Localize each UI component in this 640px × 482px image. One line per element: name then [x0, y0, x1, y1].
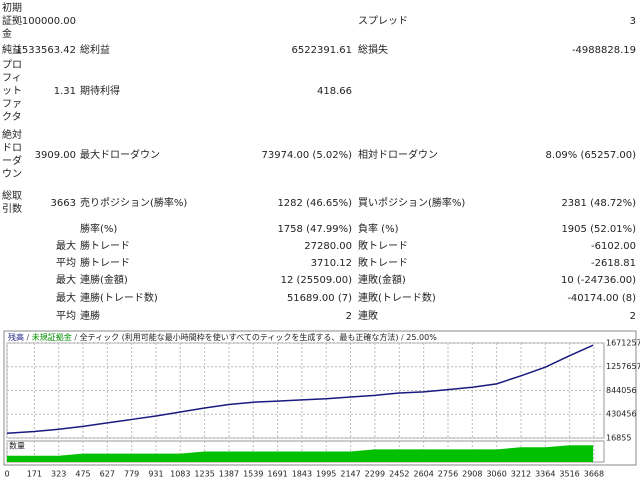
label: 連敗(トレード数): [358, 293, 436, 304]
label: 絶対ドローダウン: [2, 130, 22, 180]
x-tick-label: 475: [75, 470, 90, 479]
x-tick-label: 1539: [243, 470, 263, 479]
value: 2: [629, 311, 636, 322]
label: 連敗: [358, 311, 378, 322]
value: 3: [629, 15, 636, 27]
value: 最大: [56, 275, 76, 286]
label: 負率 (%): [358, 224, 399, 235]
x-tick-label: 3516: [559, 470, 579, 479]
quality-label: 25.00%: [406, 333, 437, 342]
x-tick-label: 3060: [486, 470, 506, 479]
value: 2381 (48.72%): [561, 197, 636, 209]
x-tick-label: 1235: [194, 470, 214, 479]
model-label: 全ティック (利用可能な最小時間枠を使いすべてのティックを生成する、最も正確な方…: [80, 332, 399, 342]
x-tick-label: 779: [124, 470, 139, 479]
x-tick-label: 3668: [584, 470, 604, 479]
x-tick-label: 1843: [292, 470, 312, 479]
value: 418.66: [317, 85, 352, 97]
x-tick-label: 0: [4, 470, 9, 479]
value: -4988828.19: [571, 44, 636, 56]
value: 100000.00: [21, 15, 76, 27]
x-tick-label: 1691: [267, 470, 287, 479]
chart: 16855 430456 844056 1257657 1671257 0 171 323 47…: [3, 330, 640, 479]
value: 最大: [56, 241, 76, 252]
value: -2618.81: [591, 258, 636, 269]
legend-entry: 未規証拠金: [32, 332, 72, 342]
x-tick-label: 2908: [462, 470, 482, 479]
label: 期待利得: [80, 85, 120, 97]
separator: /: [399, 333, 407, 342]
y-tick-label: 430456: [606, 410, 637, 419]
value: 3909.00: [34, 149, 76, 161]
x-tick-label: 2756: [438, 470, 458, 479]
value: 73974.00 (5.02%): [261, 149, 352, 161]
label: 純益: [2, 44, 22, 56]
balance-line: [6, 344, 594, 434]
value: 3663: [50, 197, 76, 209]
y-tick-label: 16855: [606, 434, 631, 443]
label: 連敗(金額): [358, 275, 406, 286]
volume-label: 数量: [9, 441, 25, 451]
value: 6522391.61: [291, 44, 352, 56]
x-tick-label: 931: [148, 470, 163, 479]
x-tick-label: 2452: [389, 470, 409, 479]
label: 最大ドローダウン: [80, 149, 160, 161]
label: 敗トレード: [358, 241, 408, 252]
value: 平均: [56, 258, 76, 269]
value: -6102.00: [591, 241, 636, 252]
label: 総利益: [80, 44, 110, 56]
y-tick-label: 844056: [606, 386, 637, 395]
x-tick-label: 3364: [535, 470, 555, 479]
x-tick-label: 1995: [316, 470, 336, 479]
label: スプレッド: [358, 15, 408, 27]
label: 売りポジション(勝率%): [80, 197, 188, 209]
label: 連勝: [80, 311, 100, 322]
x-tick-label: 2147: [340, 470, 360, 479]
x-tick-label: 627: [100, 470, 115, 479]
label: 総取引数: [2, 191, 22, 215]
value: 1905 (52.01%): [561, 224, 636, 235]
label: 初期証拠金: [2, 2, 22, 40]
value: 1758 (47.99%): [277, 224, 352, 235]
x-tick-label: 171: [27, 470, 42, 479]
label: 買いポジション(勝率%): [358, 197, 466, 209]
x-tick-label: 323: [51, 470, 66, 479]
volume-area: [7, 445, 594, 462]
label: 勝率(%): [80, 224, 118, 235]
legend: 残高 / 未規証拠金 / 全ティック (利用可能な最小時間枠を使いすべてのティッ…: [8, 332, 437, 342]
value: 最大: [56, 293, 76, 304]
x-tick-label: 3212: [511, 470, 531, 479]
label: 相対ドローダウン: [358, 149, 438, 161]
legend-entry: 残高: [8, 332, 24, 342]
value: 51689.00 (7): [286, 293, 352, 304]
x-tick-label: 2604: [413, 470, 433, 479]
value: 12 (25509.00): [280, 275, 352, 286]
value: 2: [345, 311, 352, 322]
separator: /: [72, 333, 80, 342]
y-tick-label: 1257657: [606, 362, 640, 371]
value: 1282 (46.65%): [277, 197, 352, 209]
x-tick-label: 1083: [170, 470, 190, 479]
label: 敗トレード: [358, 258, 408, 269]
label: プロフィットファクタ: [2, 59, 22, 123]
label: 勝トレード: [80, 241, 130, 252]
value: 10 (-24736.00): [560, 275, 636, 286]
value: -40174.00 (8): [567, 293, 636, 304]
chart-frame: [3, 330, 637, 466]
value: 1.31: [53, 85, 76, 97]
x-tick-label: 1387: [219, 470, 239, 479]
value: 1533563.42: [15, 44, 76, 56]
separator: /: [24, 333, 32, 342]
label: 連勝(金額): [80, 275, 128, 286]
label: 連勝(トレード数): [80, 293, 158, 304]
value: 8.09% (65257.00): [545, 149, 636, 161]
value: 27280.00: [304, 241, 352, 252]
y-tick-label: 1671257: [606, 339, 640, 348]
value: 平均: [56, 311, 76, 322]
x-tick-label: 2299: [365, 470, 385, 479]
value: 3710.12: [310, 258, 352, 269]
label: 勝トレード: [80, 258, 130, 269]
label: 総損失: [358, 44, 388, 56]
